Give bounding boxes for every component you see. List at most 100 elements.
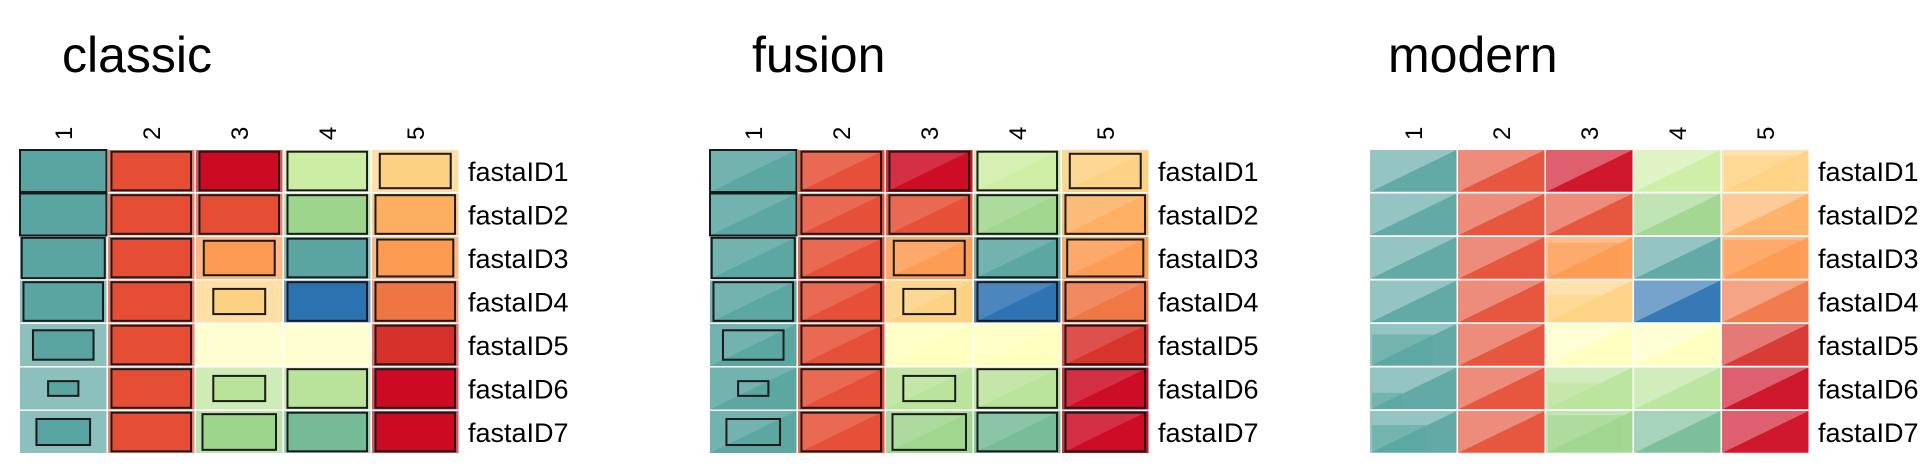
cell-triangle (1458, 324, 1545, 366)
cell-triangle (1634, 324, 1721, 366)
cell-inner-box (202, 239, 276, 277)
row-label-fastaID4: fastaID4 (468, 287, 569, 317)
cell-triangle (798, 237, 885, 279)
column-label-5: 5 (403, 127, 430, 140)
row-label-fastaID5: fastaID5 (1158, 331, 1259, 361)
cell-triangle (886, 367, 973, 410)
row-label-fastaID2: fastaID2 (1818, 200, 1919, 230)
cell-inner-box (110, 237, 193, 279)
cell-inner-box (976, 411, 1059, 453)
cell-inner-box (976, 368, 1059, 409)
column-label-2: 2 (139, 127, 166, 140)
column-label-4: 4 (1665, 127, 1692, 140)
cell-inner-box (47, 380, 80, 397)
cell-triangle (710, 367, 797, 410)
cell-inner-box (110, 281, 193, 322)
cell-inner-box (212, 374, 267, 403)
cell-triangle (886, 193, 973, 236)
cell-inner-box (892, 239, 966, 277)
column-label-2: 2 (1489, 127, 1516, 140)
cell-triangle (1458, 193, 1545, 236)
row-label-fastaID7: fastaID7 (1818, 418, 1919, 448)
cell-inner-mark (1548, 415, 1622, 451)
row-label-fastaID3: fastaID3 (1158, 244, 1259, 274)
column-label-3: 3 (917, 127, 944, 140)
panel-fusion: fusion 1 2 3 4 5 fastaID1 fastaID2 fastaID3 fas… (709, 27, 1259, 453)
cell-inner-mark (1724, 155, 1795, 190)
cell-inner-box (286, 150, 369, 192)
cell-inner-box (110, 194, 193, 235)
cell-inner-box (376, 238, 455, 278)
cell-inner-box (22, 281, 105, 322)
cell-inner-box (198, 150, 281, 192)
cell-triangle (1546, 150, 1633, 192)
cell-inner-box (31, 329, 95, 361)
row-label-fastaID3: fastaID3 (468, 244, 569, 274)
column-label-1: 1 (741, 127, 768, 140)
column-label-3: 3 (227, 127, 254, 140)
cell-inner-box (1068, 152, 1142, 190)
cell-triangle (1062, 150, 1149, 192)
cell-inner-box (709, 149, 798, 193)
cell-triangle (974, 280, 1061, 323)
cell-inner-box (888, 150, 971, 192)
cell-triangle (974, 411, 1061, 453)
cell-triangle (1062, 237, 1149, 279)
cell-triangle (1634, 280, 1721, 323)
cell-triangle (974, 367, 1061, 410)
cell-inner-box (709, 192, 798, 237)
cell-triangle (1062, 324, 1149, 366)
column-label-4: 4 (315, 127, 342, 140)
cell-triangle (1062, 280, 1149, 323)
row-label-fastaID7: fastaID7 (1158, 418, 1259, 448)
row-label-fastaID3: fastaID3 (1818, 244, 1919, 274)
cell-triangle (1634, 411, 1721, 453)
row-label-fastaID1: fastaID1 (1818, 157, 1919, 187)
cell-inner-box (378, 152, 452, 190)
cell-inner-box (110, 368, 193, 409)
row-label-fastaID4: fastaID4 (1818, 287, 1919, 317)
cell-inner-mark (1372, 392, 1403, 408)
cell-triangle (1722, 280, 1809, 323)
cell-inner-box (374, 194, 457, 235)
column-label-5: 5 (1753, 127, 1780, 140)
cell-triangle (1062, 193, 1149, 236)
cell-inner-box (902, 374, 957, 403)
cell-triangle (1634, 150, 1721, 192)
column-label-2: 2 (829, 127, 856, 140)
column-label-1: 1 (1401, 127, 1428, 140)
panel-title-fusion: fusion (752, 27, 885, 83)
cell-inner-box (374, 368, 457, 409)
cell-inner-box (721, 329, 785, 361)
cell-triangle (974, 193, 1061, 236)
row-label-fastaID5: fastaID5 (468, 331, 569, 361)
cell-triangle (1370, 150, 1457, 192)
cell-inner-mark (1548, 382, 1600, 408)
cell-triangle (1458, 150, 1545, 192)
cell-triangle (886, 280, 973, 323)
cell-inner-box (800, 194, 883, 235)
cell-triangle (886, 324, 973, 366)
row-label-fastaID6: fastaID6 (1818, 374, 1919, 404)
cell-triangle (1458, 411, 1545, 453)
cell-inner-box (1064, 411, 1147, 453)
cell-inner-box (800, 237, 883, 279)
cell-triangle (1370, 237, 1457, 279)
cell-triangle (1370, 280, 1457, 323)
cell-inner-box (212, 287, 267, 316)
cell-classic-r5-c3 (196, 324, 283, 366)
cell-triangle (1062, 367, 1149, 410)
column-label-1: 1 (51, 127, 78, 140)
cell-inner-box (737, 380, 770, 397)
cell-inner-box (902, 287, 957, 316)
panel-title-modern: modern (1388, 27, 1558, 83)
cell-inner-mark (1372, 334, 1433, 364)
cell-inner-box (1064, 324, 1147, 366)
cell-inner-box (800, 368, 883, 409)
cell-triangle (1458, 280, 1545, 323)
cell-inner-box (110, 150, 193, 192)
cell-inner-box (286, 194, 369, 235)
column-label-5: 5 (1093, 127, 1120, 140)
cell-triangle (1546, 193, 1633, 236)
cell-triangle (798, 367, 885, 410)
